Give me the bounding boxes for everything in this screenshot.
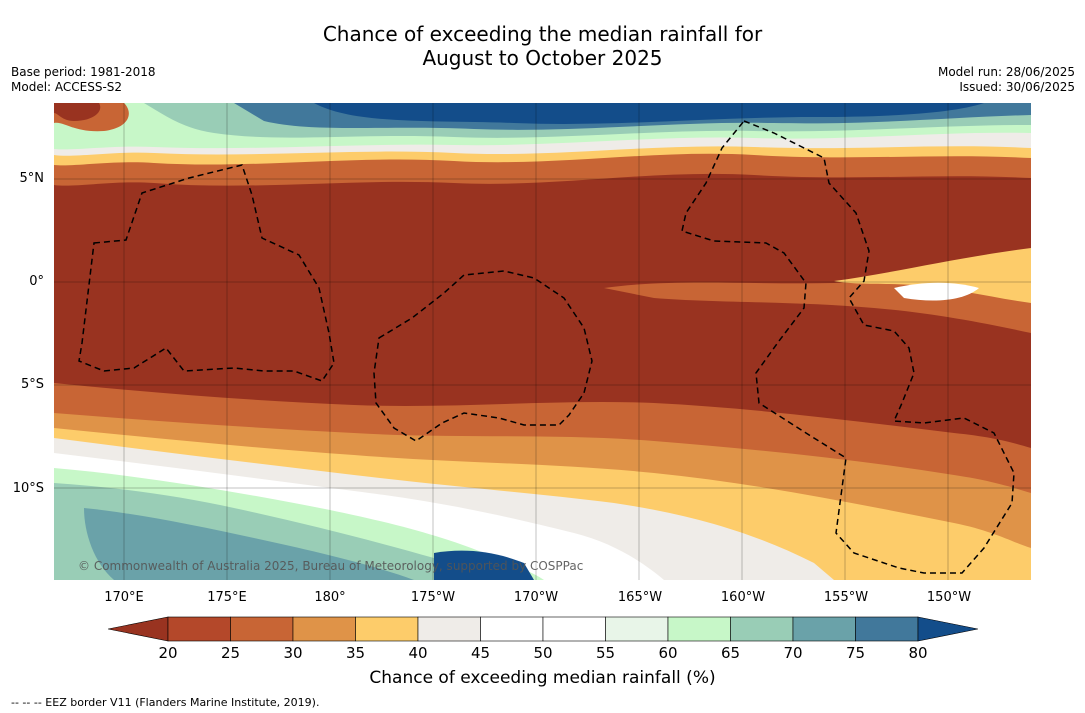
map-south-band-75 — [84, 508, 414, 580]
colorbar-segment — [542, 616, 606, 642]
colorbar-tick-label: 55 — [595, 644, 616, 662]
lon-label-165w: 165°W — [617, 590, 663, 605]
base-period: Base period: 1981-2018 — [11, 65, 156, 79]
run-info: Model run: 28/06/2025 Issued: 30/06/2025 — [938, 65, 1075, 95]
lon-label-170e: 170°E — [104, 590, 144, 605]
map-canvas — [54, 103, 1031, 580]
title-line-1: Chance of exceeding the median rainfall … — [322, 22, 763, 46]
colorbar-tick-label: 65 — [720, 644, 741, 662]
lon-label-150w: 150°W — [926, 590, 972, 605]
colorbar-tick-label: 45 — [470, 644, 491, 662]
map-north-band-80 — [314, 103, 984, 124]
model-name: Model: ACCESS-S2 — [11, 80, 123, 94]
colorbar-label: Chance of exceeding median rainfall (%) — [369, 668, 716, 688]
colorbar-svg — [107, 616, 979, 642]
copyright-notice: © Commonwealth of Australia 2025, Bureau… — [78, 559, 584, 573]
colorbar-tick-label: 70 — [783, 644, 803, 662]
colorbar — [107, 614, 979, 644]
map-equatorial-tongue-50 — [894, 282, 979, 301]
lon-label-175e: 175°E — [207, 590, 247, 605]
colorbar-segment — [667, 616, 731, 642]
colorbar-segment — [167, 616, 231, 642]
eez-border-west — [78, 164, 335, 382]
map-equatorial-tongue-40 — [834, 248, 1031, 303]
colorbar-tick-label: 30 — [283, 644, 303, 662]
colorbar-segment — [230, 616, 294, 642]
lat-label-5s: 5°S — [20, 377, 44, 392]
lon-label-160w: 160°W — [720, 590, 766, 605]
colorbar-segment — [480, 616, 544, 642]
colorbar-tick-label: 60 — [658, 644, 678, 662]
lat-label-10s: 10°S — [12, 481, 44, 496]
model-info: Base period: 1981-2018 Model: ACCESS-S2 — [11, 65, 156, 95]
map-south-dark-patch — [434, 550, 534, 580]
eez-border-central — [373, 270, 593, 442]
map-title: Chance of exceeding the median rainfall … — [0, 22, 1085, 70]
colorbar-tick-label: 80 — [908, 644, 928, 662]
title-line-2: August to October 2025 — [422, 46, 663, 70]
colorbar-tick-label: 50 — [533, 644, 553, 662]
issued-date: Issued: 30/06/2025 — [959, 80, 1075, 94]
colorbar-segment — [792, 616, 856, 642]
map-northwest-dry-core — [54, 103, 101, 121]
colorbar-segment — [292, 616, 356, 642]
lon-label-180: 180° — [314, 590, 346, 605]
eez-legend: -- -- -- EEZ border V11 (Flanders Marine… — [11, 696, 320, 709]
rainfall-map — [54, 103, 1031, 580]
colorbar-cap-high — [917, 616, 979, 642]
colorbar-tick-label: 25 — [220, 644, 241, 662]
colorbar-tick-label: 20 — [158, 644, 178, 662]
eez-border-east — [681, 120, 1015, 574]
lat-label-0: 0° — [29, 274, 44, 289]
colorbar-tick-label: 75 — [845, 644, 866, 662]
colorbar-segment — [855, 616, 919, 642]
colorbar-tick-label: 40 — [408, 644, 428, 662]
colorbar-tick-label: 35 — [345, 644, 366, 662]
colorbar-cap-low — [107, 616, 169, 642]
lon-label-170w: 170°W — [513, 590, 559, 605]
lon-label-155w: 155°W — [823, 590, 869, 605]
colorbar-segment — [417, 616, 481, 642]
lat-label-5n: 5°N — [19, 171, 45, 186]
model-run-date: Model run: 28/06/2025 — [937, 65, 1075, 79]
lon-label-175w: 175°W — [410, 590, 456, 605]
map-eez-borders — [78, 120, 1015, 574]
colorbar-segment — [605, 616, 669, 642]
colorbar-segment — [730, 616, 794, 642]
colorbar-segment — [355, 616, 419, 642]
